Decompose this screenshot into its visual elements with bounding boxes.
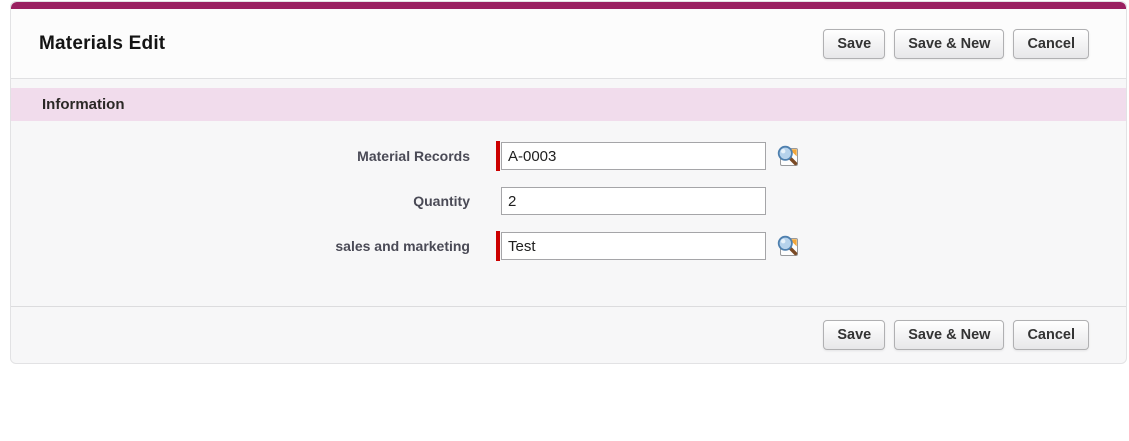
magnifier-lookup-icon — [777, 145, 798, 166]
quantity-input-group — [496, 186, 766, 216]
form-row-sales-and-marketing: sales and marketing — [11, 231, 1126, 261]
material-records-input-group — [496, 141, 801, 171]
sales-and-marketing-lookup-button[interactable] — [775, 233, 801, 259]
cancel-button-bottom[interactable]: Cancel — [1013, 320, 1089, 350]
material-records-input[interactable] — [501, 142, 766, 170]
panel-header: Materials Edit Save Save & New Cancel — [11, 9, 1126, 79]
sales-and-marketing-input-group — [496, 231, 801, 261]
magnifier-lookup-icon — [777, 235, 798, 256]
edit-panel: Materials Edit Save Save & New Cancel In… — [10, 1, 1127, 364]
quantity-label: Quantity — [413, 193, 470, 209]
top-button-row: Save Save & New Cancel — [823, 28, 1089, 59]
required-field-bar — [496, 231, 500, 261]
save-and-new-button-top[interactable]: Save & New — [894, 28, 1005, 59]
panel-footer: Save Save & New Cancel — [11, 306, 1126, 363]
form-row-quantity: Quantity — [11, 187, 1126, 215]
form-row-material-records: Material Records — [11, 141, 1126, 171]
save-and-new-button-bottom[interactable]: Save & New — [894, 320, 1005, 350]
sales-and-marketing-label: sales and marketing — [335, 238, 470, 254]
brand-color-bar — [11, 2, 1126, 9]
form-body: Material Records — [11, 121, 1126, 261]
required-field-bar — [496, 141, 500, 171]
section-header-information: Information — [11, 88, 1126, 121]
cancel-button-top[interactable]: Cancel — [1013, 28, 1089, 59]
bottom-button-row: Save Save & New Cancel — [823, 320, 1089, 350]
page-title: Materials Edit — [39, 32, 166, 54]
material-records-label: Material Records — [357, 148, 470, 164]
quantity-input[interactable] — [501, 187, 766, 215]
material-records-lookup-button[interactable] — [775, 143, 801, 169]
save-button-top[interactable]: Save — [823, 28, 886, 59]
sales-and-marketing-input[interactable] — [501, 232, 766, 260]
section-title: Information — [42, 96, 125, 113]
save-button-bottom[interactable]: Save — [823, 320, 886, 350]
